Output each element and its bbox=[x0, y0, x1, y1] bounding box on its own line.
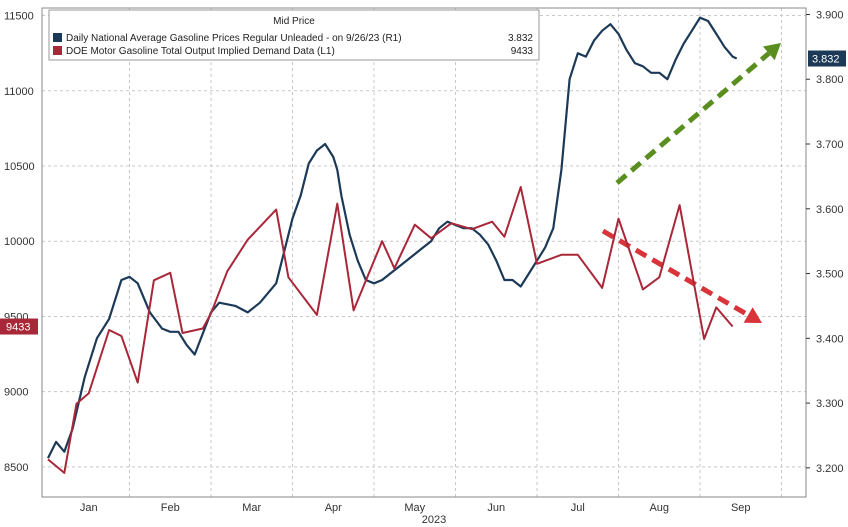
month-label: Jun bbox=[487, 502, 505, 514]
axes-layer bbox=[41, 7, 810, 498]
right-tick-label: 3.800 bbox=[816, 74, 844, 86]
month-label: Sep bbox=[731, 502, 751, 514]
gasoline-demand-line bbox=[47, 186, 734, 474]
month-label: Mar bbox=[242, 502, 261, 514]
legend: Mid Price Daily National Average Gasoline… bbox=[48, 9, 540, 61]
month-label: Jul bbox=[571, 502, 585, 514]
right-tick-label: 3.200 bbox=[816, 463, 844, 475]
legend-series-value: 9433 bbox=[511, 46, 534, 57]
left-tick-label: 11500 bbox=[4, 11, 34, 23]
month-label: Apr bbox=[325, 502, 342, 514]
red-down-arrow-shaft bbox=[601, 228, 750, 318]
series-layer bbox=[47, 16, 738, 474]
plot-frame bbox=[41, 7, 807, 498]
left-tick-label: 11000 bbox=[4, 86, 34, 98]
left-tick-label: 10500 bbox=[4, 161, 35, 173]
green-up-arrow-head bbox=[762, 43, 781, 61]
left-tick-label: 9000 bbox=[4, 387, 28, 399]
right-tick-label: 3.400 bbox=[816, 333, 844, 345]
legend-swatch bbox=[53, 33, 62, 42]
legend-series-name: DOE Motor Gasoline Total Output Implied … bbox=[66, 46, 335, 57]
month-label: May bbox=[404, 502, 425, 514]
legend-swatch bbox=[53, 46, 62, 55]
legend-series-name: Daily National Average Gasoline Prices R… bbox=[66, 33, 402, 44]
legend-title: Mid Price bbox=[273, 16, 315, 27]
legend-series-value: 3.832 bbox=[508, 33, 533, 44]
right-tick-label: 3.500 bbox=[816, 269, 844, 281]
gasoline-price-line bbox=[47, 16, 738, 459]
green-up-arrow-shaft bbox=[615, 51, 771, 185]
demand-last-value-text: 9433 bbox=[6, 322, 30, 334]
month-label: Feb bbox=[161, 502, 180, 514]
legend-box bbox=[48, 9, 540, 61]
year-label: 2023 bbox=[422, 514, 446, 526]
labels-layer: 850090009500100001050011000115003.2003.3… bbox=[0, 9, 846, 526]
month-label: Aug bbox=[649, 502, 669, 514]
price-last-value-text: 3.832 bbox=[812, 54, 840, 66]
trend-arrows bbox=[601, 43, 781, 323]
left-tick-label: 10000 bbox=[4, 236, 35, 248]
right-tick-label: 3.700 bbox=[816, 139, 844, 151]
right-tick-label: 3.300 bbox=[816, 398, 844, 410]
right-tick-label: 3.600 bbox=[816, 204, 844, 216]
grid-layer bbox=[42, 8, 806, 497]
price-last-value-tag bbox=[808, 50, 846, 67]
left-tick-label: 8500 bbox=[4, 462, 28, 474]
right-tick-label: 3.900 bbox=[816, 9, 844, 21]
red-down-arrow-head bbox=[743, 307, 762, 323]
month-label: Jan bbox=[80, 502, 98, 514]
demand-last-value-tag bbox=[0, 318, 38, 335]
